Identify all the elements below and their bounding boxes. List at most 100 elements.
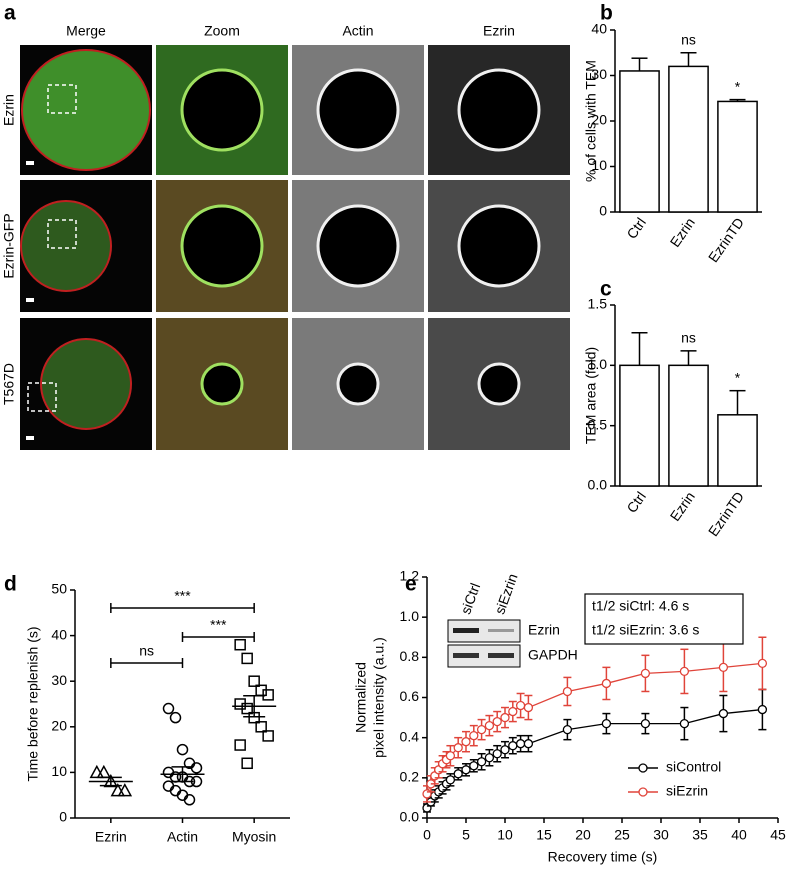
- point: [757, 658, 768, 669]
- bar: [717, 100, 758, 213]
- significance: *: [735, 369, 741, 385]
- tem: [316, 68, 400, 152]
- x-tick-label: 0: [423, 827, 431, 843]
- point: [679, 718, 690, 729]
- point: [601, 678, 612, 689]
- x-tick-label: Ctrl: [623, 489, 649, 516]
- x-tick-label: Actin: [167, 829, 198, 845]
- y-tick-label: 30: [591, 66, 607, 82]
- x-axis-label: Recovery time (s): [548, 849, 658, 865]
- y-axis-label: Normalized: [353, 662, 369, 733]
- point: [422, 789, 432, 799]
- point: [640, 718, 651, 729]
- y-tick-label: 20: [51, 718, 67, 734]
- column-label: Zoom: [204, 23, 240, 39]
- point: [445, 751, 456, 761]
- point: [469, 731, 479, 741]
- y-axis-label: pixel intensity (a.u.): [371, 637, 387, 758]
- panel-letter: e: [405, 573, 417, 596]
- point: [500, 745, 510, 755]
- x-tick-label: 35: [692, 827, 708, 843]
- y-tick-label: 20: [591, 112, 607, 128]
- significance: ***: [174, 588, 191, 604]
- point: [562, 686, 573, 697]
- y-tick-label: 1.2: [400, 568, 420, 584]
- x-tick-label: Ctrl: [623, 215, 649, 242]
- point: [718, 708, 729, 719]
- point: [445, 775, 456, 785]
- point: [515, 739, 526, 749]
- significance: ns: [681, 330, 696, 346]
- point: [262, 730, 274, 742]
- cell: [20, 200, 112, 292]
- point: [500, 712, 510, 723]
- tem: [477, 362, 521, 406]
- zoom-box: [27, 382, 57, 412]
- point: [484, 720, 495, 731]
- legend-marker: [638, 787, 648, 797]
- y-tick-label: 0.5: [588, 416, 608, 432]
- row-label: T567D: [1, 363, 17, 405]
- y-tick-label: 10: [51, 763, 67, 779]
- x-tick-label: 15: [536, 827, 552, 843]
- tem: [457, 68, 541, 152]
- point: [262, 689, 274, 701]
- y-tick-label: 1.0: [588, 356, 608, 372]
- point: [162, 702, 175, 715]
- blot: [447, 619, 521, 643]
- bar: [619, 364, 660, 487]
- legend-marker: [638, 763, 648, 773]
- point: [241, 702, 253, 715]
- bar: [717, 414, 758, 487]
- point: [718, 662, 729, 673]
- legend-label: siEzrin: [666, 783, 708, 799]
- point: [110, 783, 126, 797]
- bar: [619, 70, 660, 213]
- y-tick-label: 0.2: [400, 769, 420, 785]
- y-tick-label: 0: [59, 809, 67, 825]
- y-tick-label: 0.6: [400, 688, 420, 704]
- lane-label: siCtrl: [457, 581, 483, 616]
- band-label: GAPDH: [528, 647, 578, 663]
- band: [453, 628, 479, 633]
- zoom-box: [47, 219, 77, 249]
- y-axis-label: % of cells with TEM: [583, 60, 599, 182]
- point: [484, 753, 495, 763]
- point: [601, 718, 612, 729]
- blot: [447, 644, 521, 668]
- tem: [180, 204, 264, 288]
- band: [488, 653, 514, 658]
- point: [241, 757, 253, 770]
- point: [679, 666, 690, 677]
- x-tick-label: Ezrin: [95, 829, 127, 845]
- x-tick-label: EzrinTD: [705, 489, 747, 540]
- x-tick-label: EzrinTD: [705, 215, 747, 266]
- significance: ns: [139, 643, 154, 659]
- cell: [21, 49, 151, 171]
- column-label: Ezrin: [483, 23, 515, 39]
- point: [515, 700, 526, 711]
- column-label: Merge: [66, 23, 106, 39]
- y-tick-label: 0.8: [400, 648, 420, 664]
- point: [492, 749, 502, 759]
- point: [453, 769, 463, 779]
- x-tick-label: 20: [575, 827, 591, 843]
- y-tick-label: 40: [591, 21, 607, 37]
- point: [176, 743, 189, 756]
- point: [117, 783, 133, 797]
- point: [461, 737, 471, 747]
- y-tick-label: 0.4: [400, 728, 420, 744]
- x-tick-label: 45: [770, 827, 786, 843]
- point: [757, 704, 768, 715]
- x-tick-label: 5: [462, 827, 470, 843]
- cell: [40, 338, 132, 430]
- panel-letter: a: [4, 2, 16, 25]
- annotation-box: [584, 593, 744, 645]
- point: [523, 702, 534, 713]
- panel-letter: c: [600, 278, 612, 301]
- point: [492, 716, 502, 727]
- tem: [457, 204, 541, 288]
- x-tick-label: 25: [614, 827, 630, 843]
